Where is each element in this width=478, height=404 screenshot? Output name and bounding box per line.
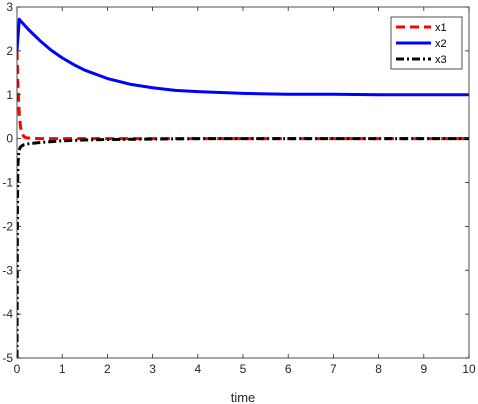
x-tick-label: 6 <box>285 362 292 376</box>
y-tick-label: -2 <box>2 219 13 233</box>
x-tick-label: 0 <box>14 362 21 376</box>
series-line-x2 <box>17 17 469 97</box>
x-axis-label: time <box>231 390 256 404</box>
y-tick-label: -4 <box>2 307 13 321</box>
x-tick-label: 7 <box>330 362 337 376</box>
legend-label-x2: x2 <box>435 38 447 50</box>
series-line-x3 <box>17 137 469 358</box>
x-tick-label: 4 <box>194 362 201 376</box>
x-tick-label: 3 <box>149 362 156 376</box>
x-tick-label: 1 <box>59 362 66 376</box>
y-tick-label: -5 <box>2 351 13 365</box>
x-tick-label: 8 <box>375 362 382 376</box>
legend-label-x1: x1 <box>435 22 447 34</box>
y-tick-label: 3 <box>6 0 13 14</box>
series-line-x1 <box>17 50 469 141</box>
x-tick-label: 2 <box>104 362 111 376</box>
x-tick-label: 5 <box>240 362 247 376</box>
y-tick-label: 2 <box>6 44 13 58</box>
legend-label-x3: x3 <box>435 54 447 66</box>
y-tick-label: -3 <box>2 263 13 277</box>
legend: x1 x2 x3 <box>390 16 463 70</box>
ticks-layer: 0 1 2 3 4 5 6 7 8 9 10 -5 -4 -3 -2 -1 0 1 2 3 <box>2 0 476 376</box>
y-tick-label: 1 <box>6 88 13 102</box>
series-layer <box>17 17 469 358</box>
x-tick-label: 10 <box>462 362 476 376</box>
y-tick-label: 0 <box>6 132 13 146</box>
y-tick-label: -1 <box>2 176 13 190</box>
x-tick-label: 9 <box>420 362 427 376</box>
